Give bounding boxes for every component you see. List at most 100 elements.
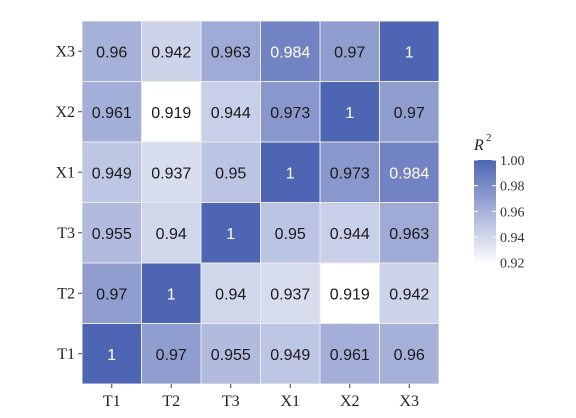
color-legend: R 2 1.00 0.98 0.96 0.94 0.92 [473,132,525,272]
heatmap-cell-X2-X3 [380,82,439,142]
cell-value-label: 1 [107,347,116,364]
cell-value-label: 0.973 [330,165,370,182]
cell-value-label: 0.963 [389,226,429,243]
x-tick-label: X1 [280,393,300,410]
cell-value-label: 0.949 [92,165,132,182]
heatmap-cell-T2-T1 [82,263,141,323]
cell-value-label: 0.919 [151,105,191,122]
heatmap-cell-T1-X1 [261,324,320,384]
heatmap-cell-X3-T1 [82,21,141,81]
heatmap-value-labels: 1 0.97 0.955 0.949 0.961 0.960.97 1 0.94 0.937 0.… [92,44,430,364]
heatmap-cell-X3-T2 [142,21,201,81]
heatmap-cell-X3-X1 [261,21,320,81]
heatmap-cell-X2-T2 [142,82,201,142]
cell-value-label: 0.984 [389,165,429,182]
cell-value-label: 0.97 [156,347,187,364]
heatmap-cell-X1-T3 [201,142,260,202]
y-tick-label: T1 [57,346,75,363]
cell-value-label: 0.937 [270,286,310,303]
cell-value-label: 0.973 [270,105,310,122]
cell-value-label: 0.961 [330,347,370,364]
panel-background [82,21,439,384]
cell-value-label: 1 [226,226,235,243]
cell-value-label: 0.97 [394,105,425,122]
heatmap-cell-T3-T3 [201,203,260,263]
cell-value-label: 0.919 [330,286,370,303]
y-tick-label: X3 [55,43,75,60]
y-tick-label: X2 [55,104,75,121]
heatmap-cell-X3-T3 [201,21,260,81]
x-axis: T1 T2 T3 X1 X2 X3 [103,384,419,410]
x-tick-label: T1 [103,393,121,410]
legend-title-superscript: 2 [486,132,492,144]
cell-value-label: 0.942 [151,44,191,61]
cell-value-label: 0.937 [151,165,191,182]
x-tick-label: T2 [162,393,180,410]
heatmap-cell-T2-X1 [261,263,320,323]
cell-value-label: 1 [345,105,354,122]
heatmap-cell-X3-X3 [380,21,439,81]
cell-value-label: 0.96 [96,44,127,61]
heatmap-cell-X2-X2 [320,82,379,142]
legend-tick-label: 0.92 [500,257,525,272]
heatmap-cell-X3-X2 [320,21,379,81]
cell-value-label: 0.97 [334,44,365,61]
heatmap-cell-T2-X3 [380,263,439,323]
heatmap-cells [82,21,439,384]
cell-value-label: 0.949 [270,347,310,364]
heatmap-cell-T1-X3 [380,324,439,384]
cell-value-label: 0.984 [270,44,310,61]
cell-value-label: 0.944 [330,226,370,243]
heatmap-cell-T3-X3 [380,203,439,263]
x-tick-label: X3 [399,393,419,410]
y-axis: T1 T2 T3 X1 X2 X3 [55,43,82,363]
heatmap-cell-X1-X3 [380,142,439,202]
legend-tick-label: 1.00 [500,154,525,169]
y-tick-label: X1 [55,164,75,181]
heatmap-cell-X2-T3 [201,82,260,142]
cell-value-label: 0.955 [211,347,251,364]
legend-tick-label: 0.98 [500,180,525,195]
x-tick-label: T3 [222,393,240,410]
cell-value-label: 0.955 [92,226,132,243]
cell-value-label: 0.944 [211,105,251,122]
heatmap-cell-T3-X2 [320,203,379,263]
heatmap-cell-X1-T1 [82,142,141,202]
y-tick-label: T3 [57,225,75,242]
cell-value-label: 0.963 [211,44,251,61]
heatmap-cell-T3-T2 [142,203,201,263]
heatmap-cell-T2-X2 [320,263,379,323]
heatmap-cell-T1-T1 [82,324,141,384]
cell-value-label: 1 [167,286,176,303]
legend-colorbar [474,160,496,264]
cell-value-label: 0.95 [275,226,306,243]
cell-value-label: 0.94 [156,226,187,243]
heatmap-cell-X2-X1 [261,82,320,142]
cell-value-label: 0.961 [92,105,132,122]
cell-value-label: 0.97 [96,286,127,303]
heatmap-cell-X1-X1 [261,142,320,202]
heatmap-cell-T2-T2 [142,263,201,323]
legend-tick-label: 0.94 [500,231,525,246]
cell-value-label: 0.95 [215,165,246,182]
heatmap-cell-T1-T3 [201,324,260,384]
heatmap-cell-T1-X2 [320,324,379,384]
y-tick-label: T2 [57,285,75,302]
cell-value-label: 0.94 [215,286,246,303]
cell-value-label: 0.96 [394,347,425,364]
heatmap-cell-T3-X1 [261,203,320,263]
legend-tick-label: 0.96 [500,205,525,220]
heatmap-cell-X1-T2 [142,142,201,202]
x-tick-label: X2 [340,393,360,410]
heatmap-cell-X2-T1 [82,82,141,142]
heatmap-cell-X1-X2 [320,142,379,202]
cell-value-label: 1 [405,44,414,61]
cell-value-label: 1 [286,165,295,182]
heatmap-cell-T2-T3 [201,263,260,323]
legend-title: R [473,137,484,154]
heatmap-cell-T3-T1 [82,203,141,263]
cell-value-label: 0.942 [389,286,429,303]
heatmap-cell-T1-T2 [142,324,201,384]
